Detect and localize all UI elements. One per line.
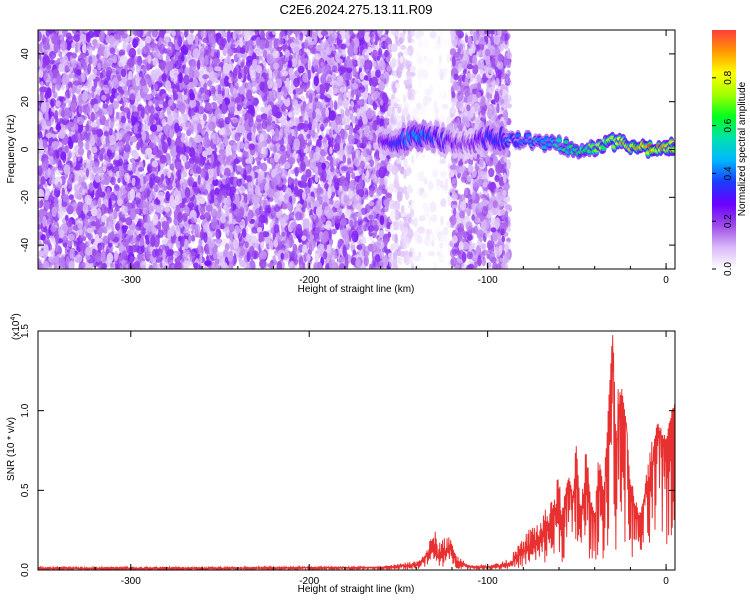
spectrogram-cell: [331, 228, 337, 235]
spectrogram-cell: [255, 114, 264, 123]
spectrogram-cell: [81, 261, 86, 269]
spectrogram-cell: [163, 34, 170, 43]
spectrogram-cell: [95, 76, 100, 82]
chart-title: C2E6.2024.275.13.11.R09: [280, 2, 433, 17]
spectrogram-cell: [210, 189, 215, 196]
spectrogram-cell: [202, 113, 207, 122]
spectrogram-cell: [60, 208, 67, 216]
spectrogram-cell: [271, 89, 277, 102]
spectrogram-cell: [346, 157, 352, 165]
spectrogram-cell: [316, 85, 320, 94]
spectrogram-cell: [85, 123, 90, 132]
spectrogram-cell: [361, 80, 369, 86]
spectrogram-cell: [169, 163, 175, 171]
spectrogram-cell: [251, 86, 257, 92]
spectrogram-cell: [369, 263, 373, 269]
spectrogram-cell: [363, 75, 369, 81]
spectrogram-cell: [213, 57, 221, 64]
spectrogram-cell: [119, 262, 123, 269]
spectrogram-cell: [91, 91, 95, 99]
spectrogram-cell: [140, 260, 147, 269]
spectrogram-cell: [350, 101, 355, 108]
spectrogram-cell: [327, 76, 333, 83]
spectrogram-cell: [200, 30, 207, 39]
spectrogram-cell: [226, 155, 234, 166]
spectrogram-cell: [240, 61, 245, 68]
spectrogram-cell: [61, 83, 65, 91]
spectrogram-cell: [187, 36, 192, 45]
spectrogram-cell: [275, 190, 280, 198]
spectrogram-cell: [153, 184, 159, 193]
spectrogram-cell: [142, 67, 147, 74]
spectrogram-cell: [71, 41, 76, 49]
spectrogram-cells: [38, 30, 513, 269]
spectrogram-cell: [49, 155, 54, 166]
spectrogram-cell: [272, 254, 276, 263]
spectrogram-cell: [216, 49, 221, 59]
spectrogram-cell: [195, 35, 199, 47]
spectrogram-cell: [141, 227, 147, 235]
spectrogram-cell: [369, 159, 375, 168]
spectrogram-cell: [136, 253, 141, 260]
spectrogram-cell: [279, 144, 286, 152]
spectrogram-cell: [222, 47, 227, 56]
spectrogram-cell: [197, 123, 203, 134]
spectrogram-cell: [124, 89, 129, 99]
spectrogram-cell: [153, 198, 161, 205]
spectrogram-cell: [241, 227, 247, 238]
spectrogram-cell: [317, 243, 325, 255]
spectrogram-cell: [191, 234, 196, 242]
spectrogram-cell: [110, 176, 116, 186]
spectrogram-cell: [317, 183, 321, 193]
spectrogram-cell: [333, 100, 338, 111]
spectrogram-cell: [161, 238, 168, 245]
spectrogram-cell: [198, 198, 206, 205]
spectrogram-cell: [227, 144, 232, 154]
spectrogram-cell: [326, 92, 334, 99]
spectrogram-cell: [111, 91, 116, 99]
spectrogram-cell: [99, 153, 104, 162]
spectrogram-cell: [339, 256, 345, 263]
spectrogram-cell: [97, 62, 102, 71]
spectrogram-cell: [268, 240, 274, 252]
spectrogram-cell: [343, 206, 348, 214]
spectrogram-cell: [282, 177, 287, 185]
spectrogram-cell: [90, 122, 98, 128]
